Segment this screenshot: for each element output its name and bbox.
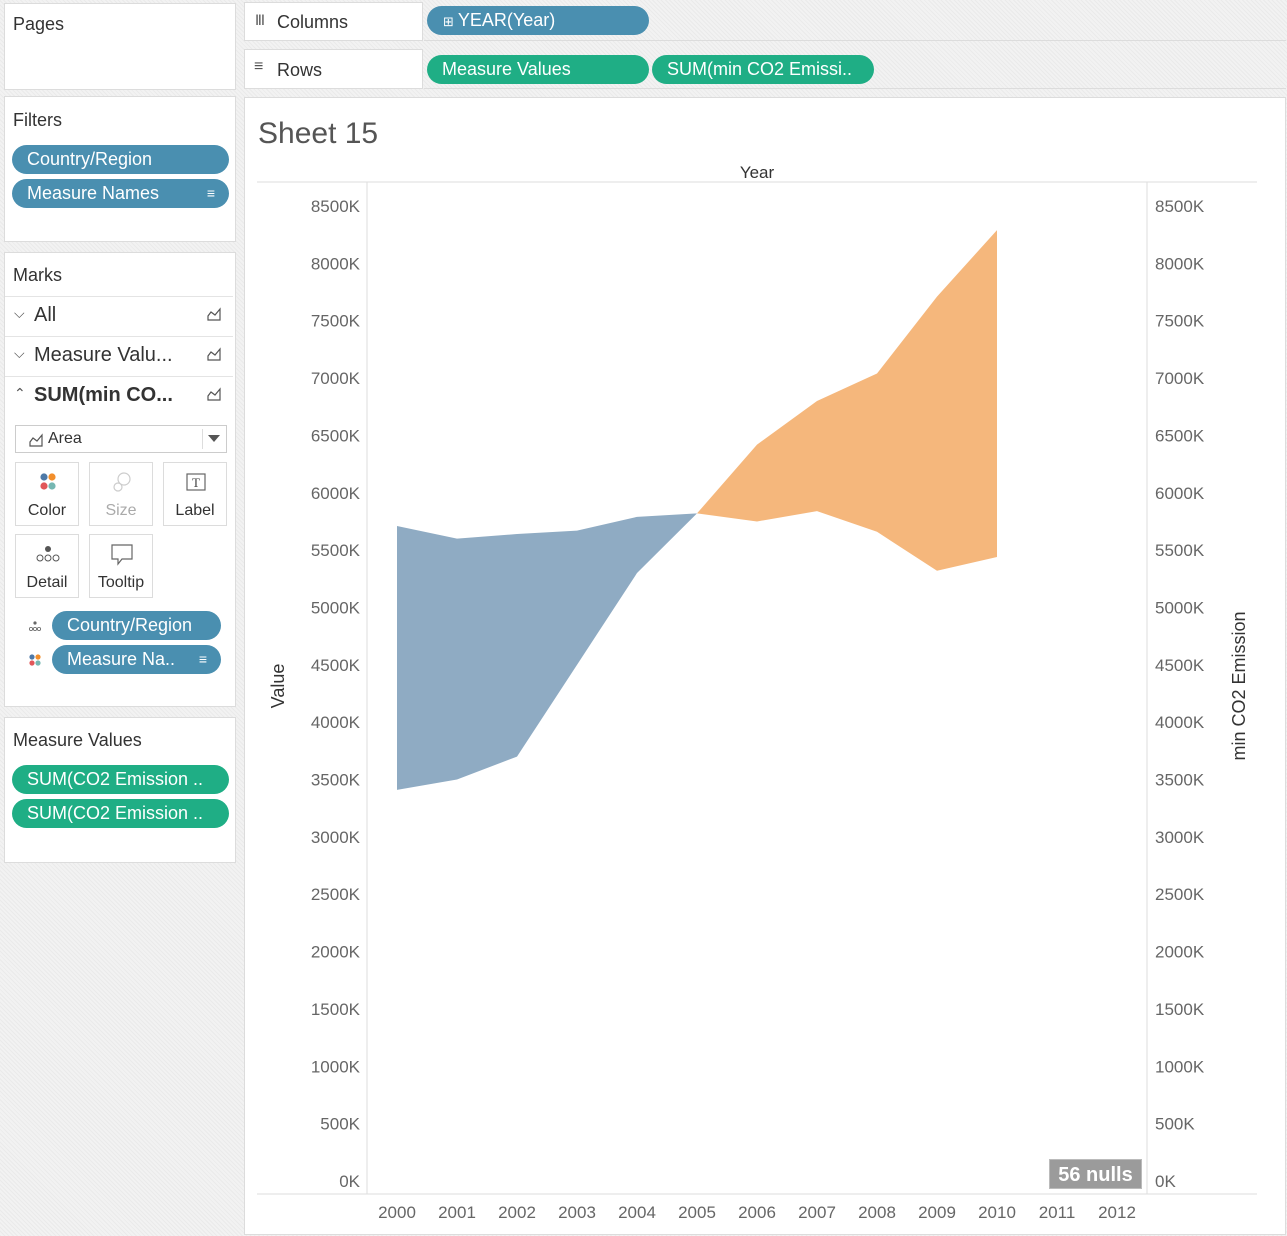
chevron-down-icon [208, 435, 220, 442]
detail-icon [28, 621, 41, 631]
filters-title: Filters [13, 110, 62, 130]
columns-shelf-label-area: ⅡⅠ Columns [244, 2, 423, 41]
marks-button-label: Detail [26, 574, 68, 591]
filter-pill-country-region[interactable]: Country/Region [12, 145, 229, 174]
marks-size-button[interactable]: Size [89, 462, 153, 526]
area-chart-icon [207, 387, 221, 401]
marks-button-label: Size [105, 502, 137, 519]
measure-values-title: Measure Values [13, 730, 142, 750]
marks-detail-button[interactable]: Detail [15, 534, 79, 598]
color-icon [29, 654, 41, 666]
rows-shelf: ≡ Rows Measure Values SUM(min CO2 Emissi… [244, 49, 1286, 89]
worksheet-panel: Sheet 15 [244, 97, 1286, 1235]
chevron-up-icon: ⌃ [14, 385, 26, 401]
columns-pill-label: YEAR(Year) [457, 10, 556, 30]
detail-icon [36, 546, 60, 562]
measure-value-label: SUM(CO2 Emission .. [27, 769, 204, 789]
nulls-badge-label: 56 nulls [1058, 1164, 1133, 1186]
measure-value-pill[interactable]: SUM(CO2 Emission .. [12, 799, 229, 828]
sort-icon: ≡ [198, 651, 207, 667]
rows-pill-sum-min-co2[interactable]: SUM(min CO2 Emissi.. [652, 55, 874, 84]
columns-shelf: ⅡⅠ Columns ⊞ YEAR(Year) [244, 2, 1286, 41]
rows-drop-area[interactable] [424, 49, 1286, 89]
dropdown-divider [202, 429, 203, 449]
rows-icon: ≡ [254, 58, 264, 75]
sheet-title[interactable]: Sheet 15 [258, 117, 379, 150]
measure-value-label: SUM(CO2 Emission .. [27, 803, 204, 823]
area-chart-icon [207, 347, 221, 361]
marks-card-label: SUM(min CO... [34, 384, 173, 406]
marks-field-label: Measure Na.. [67, 649, 176, 669]
size-icon [113, 472, 131, 492]
measure-value-pill[interactable]: SUM(CO2 Emission .. [12, 765, 229, 794]
marks-card-label: All [34, 304, 57, 326]
filter-pill-label: Measure Names [27, 183, 160, 203]
sort-icon: ≡ [206, 185, 215, 201]
color-icon [40, 473, 56, 490]
rows-pill-label: Measure Values [442, 59, 571, 79]
marks-button-label: Color [27, 502, 67, 519]
marks-field-measure-names[interactable]: Measure Na.. ≡ [52, 645, 221, 674]
marks-card-measure-values[interactable]: ⌵ Measure Valu... [5, 336, 233, 374]
marks-title: Marks [13, 265, 62, 285]
area-chart-icon [29, 433, 43, 447]
tooltip-icon [111, 544, 133, 566]
marks-color-button[interactable]: Color [15, 462, 79, 526]
marks-card-label: Measure Valu... [34, 344, 173, 366]
columns-label: Columns [277, 12, 349, 32]
filter-pill-measure-names[interactable]: Measure Names ≡ [12, 179, 229, 208]
filters-panel: Filters Country/Region Measure Names ≡ [4, 96, 236, 242]
pages-panel: Pages [4, 3, 236, 90]
rows-pill-measure-values[interactable]: Measure Values [427, 55, 649, 84]
label-icon: T [186, 473, 206, 491]
marks-card-sum-min-co2[interactable]: ⌃ SUM(min CO... [5, 376, 233, 414]
marks-tooltip-button[interactable]: Tooltip [89, 534, 153, 598]
expand-icon: ⊞ [443, 14, 454, 29]
chevron-down-icon: ⌵ [14, 345, 25, 361]
mark-type-dropdown[interactable]: Area [15, 425, 227, 453]
marks-card-all[interactable]: ⌵ All [5, 296, 233, 334]
marks-field-label: Country/Region [67, 615, 193, 635]
nulls-badge[interactable]: 56 nulls [1049, 1159, 1142, 1189]
chevron-down-icon: ⌵ [14, 305, 25, 321]
columns-drop-area[interactable] [424, 2, 1286, 41]
rows-pill-label: SUM(min CO2 Emissi.. [667, 59, 853, 79]
rows-label: Rows [277, 60, 323, 80]
rows-shelf-label-area: ≡ Rows [244, 49, 423, 89]
pages-title: Pages [13, 14, 65, 34]
filter-pill-label: Country/Region [27, 149, 153, 169]
columns-icon: ⅡⅠ [255, 12, 265, 28]
measure-values-panel: Measure Values SUM(CO2 Emission .. SUM(C… [4, 717, 236, 863]
marks-button-label: Tooltip [97, 574, 145, 591]
marks-panel: Marks ⌵ All ⌵ Measure Valu... ⌃ SUM(min … [4, 252, 236, 707]
marks-button-label: Label [175, 502, 215, 519]
svg-text:T: T [192, 475, 200, 490]
columns-pill-year[interactable]: ⊞ YEAR(Year) [427, 6, 649, 35]
mark-type-label: Area [48, 430, 82, 447]
marks-field-country-region[interactable]: Country/Region [52, 611, 221, 640]
marks-label-button[interactable]: T Label [163, 462, 227, 526]
area-chart-icon [207, 307, 221, 321]
